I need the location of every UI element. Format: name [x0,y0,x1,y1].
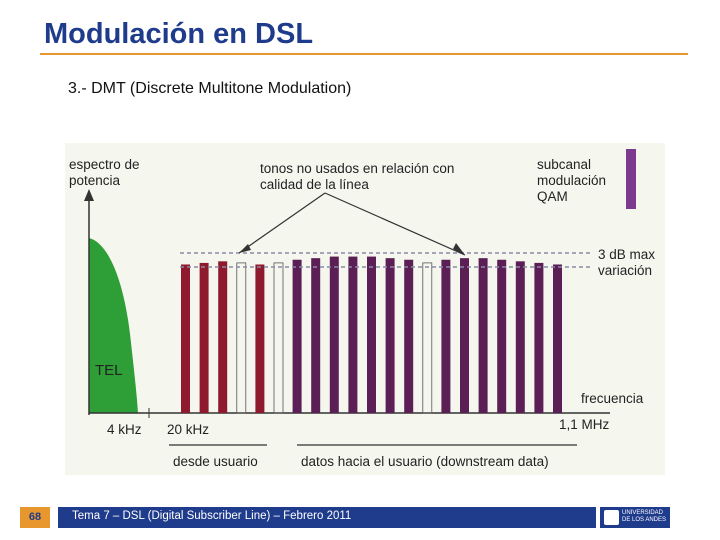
pointer-arrowhead-left [239,244,251,253]
logo-line-1: UNIVERSIDAD [622,510,664,516]
freq-20khz-label: 20 kHz [167,422,210,437]
unused-tone-slot [273,262,284,414]
downstream-tone-bar [553,264,562,413]
slide-title: Modulación en DSL [44,18,314,50]
slide-subtitle: 3.- DMT (Discrete Multitone Modulation) [68,80,352,97]
downstream-tone-bar [497,259,507,413]
unused-tone-slot [422,262,433,414]
unused-tones-label: tonos no usados en relación con calidad … [260,161,455,192]
subchannel-label: subcanal modulación QAM [537,157,607,204]
footer-bar: Tema 7 – DSL (Digital Subscriber Line) –… [58,507,596,528]
downstream-tone-bar [292,259,302,413]
downstream-tone-bar [385,258,395,413]
spectrum-svg [84,149,636,446]
upstream-tone-bar [181,264,190,413]
downstream-tone-bar [441,259,451,413]
downstream-tone-bar [329,256,339,413]
downstream-tone-bar [311,258,321,413]
unused-tone-slot [236,262,247,414]
downstream-tone-bar [367,256,376,413]
unused-tone-pointer-right [324,192,466,256]
qam-subchannel-bar [626,149,636,209]
freq-1mhz-label: 1,1 MHz [559,417,610,432]
unused-tone-pointer-left [238,192,326,254]
freq-4khz-label: 4 kHz [107,422,142,437]
upstream-tone-bar [218,261,228,413]
footer-text: Tema 7 – DSL (Digital Subscriber Line) –… [72,510,352,522]
tel-band [89,238,138,413]
upstream-tone-bar [255,264,265,413]
university-seal-icon [604,510,619,525]
pointer-arrowhead-right [453,243,465,255]
university-logo: UNIVERSIDAD DE LOS ANDES [600,507,670,528]
x-axis-label: frecuencia [581,391,644,406]
upstream-label: desde usuario [173,454,258,469]
y-axis-arrow [84,189,94,201]
logo-line-2: DE LOS ANDES [622,517,667,523]
dmt-spectrum-diagram: espectro de potencia tonos no usados en … [65,143,665,475]
y-axis-label: espectro de potencia [69,157,140,188]
downstream-tone-bar [460,258,469,413]
title-underline [40,53,688,55]
downstream-tone-bar [515,261,525,413]
downstream-tone-bar [348,256,358,413]
downstream-tone-bar [478,258,488,413]
tone-bars [181,256,562,414]
downstream-label: datos hacia el usuario (downstream data) [301,454,549,469]
page-number: 68 [20,507,50,528]
downstream-tone-bar [534,262,544,413]
variation-label: 3 dB max variación [598,247,656,278]
downstream-tone-bar [404,259,414,413]
tel-label: TEL [95,362,123,379]
logo-text: UNIVERSIDAD DE LOS ANDES [622,510,666,524]
upstream-tone-bar [199,262,209,413]
